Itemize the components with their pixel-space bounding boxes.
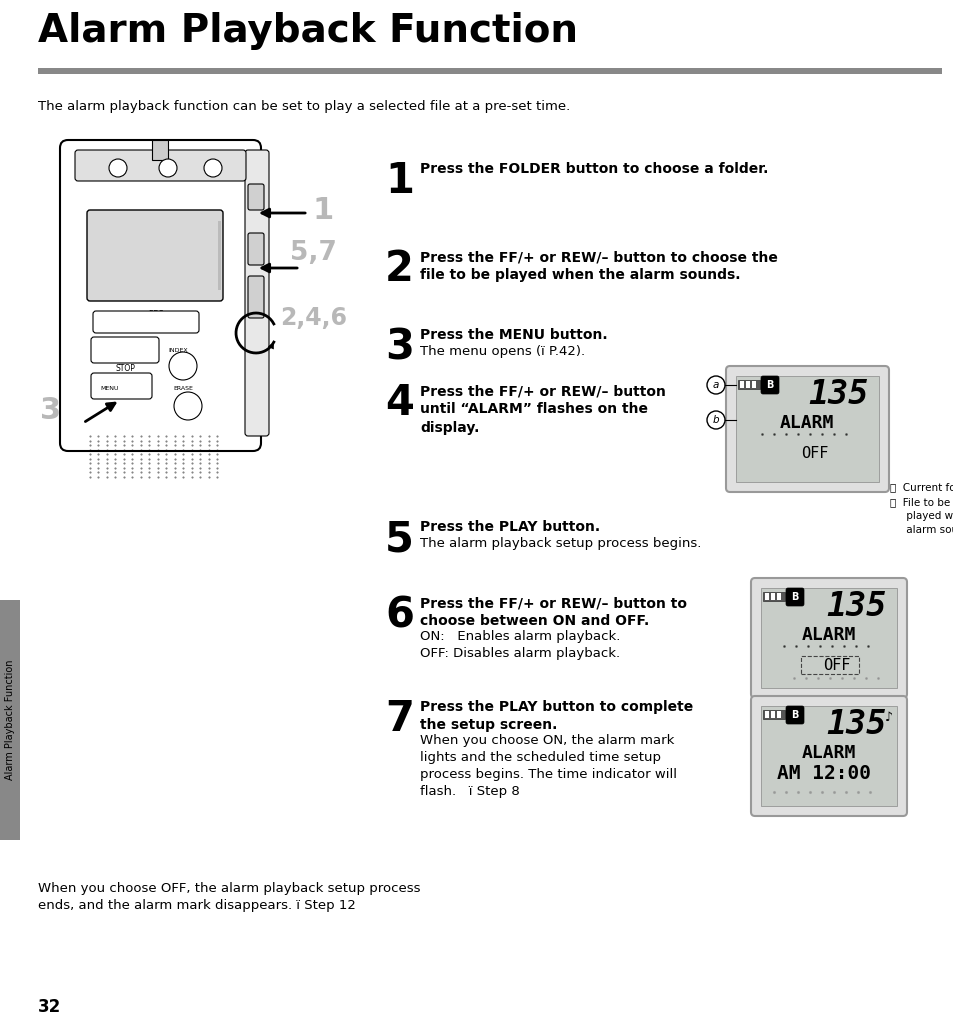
Text: 32: 32: [38, 998, 61, 1016]
Text: 4: 4: [385, 382, 414, 424]
Bar: [751, 381, 755, 388]
FancyBboxPatch shape: [91, 373, 152, 399]
Circle shape: [706, 376, 724, 394]
Bar: [152, 140, 168, 160]
Text: When you choose ON, the alarm mark
lights and the scheduled time setup
process b: When you choose ON, the alarm mark light…: [419, 734, 677, 798]
Text: OFF: OFF: [801, 446, 828, 461]
Text: Alarm Playback Function: Alarm Playback Function: [5, 660, 15, 780]
Text: Press the FOLDER button to choose a folder.: Press the FOLDER button to choose a fold…: [419, 162, 767, 176]
Bar: [801, 656, 858, 673]
FancyBboxPatch shape: [248, 184, 264, 210]
Bar: [740, 381, 743, 388]
Text: REC: REC: [148, 310, 164, 319]
Text: 7: 7: [385, 698, 414, 740]
Bar: [762, 710, 784, 719]
FancyBboxPatch shape: [245, 150, 269, 436]
Text: b: b: [712, 415, 719, 425]
Bar: [762, 592, 784, 601]
Text: ALARM: ALARM: [801, 626, 855, 644]
Text: OFF: OFF: [822, 658, 850, 673]
Text: 135: 135: [808, 378, 868, 411]
Text: ERASE: ERASE: [172, 386, 193, 391]
Text: ALARM: ALARM: [801, 744, 855, 762]
Bar: [735, 376, 878, 482]
Bar: [760, 588, 896, 688]
FancyBboxPatch shape: [248, 233, 264, 265]
Text: 1: 1: [313, 196, 334, 225]
FancyBboxPatch shape: [91, 337, 159, 363]
Text: 5: 5: [385, 518, 414, 560]
FancyBboxPatch shape: [248, 276, 264, 318]
Bar: [764, 711, 768, 718]
Text: 3: 3: [385, 326, 414, 368]
Bar: [745, 381, 749, 388]
FancyBboxPatch shape: [760, 376, 779, 394]
FancyBboxPatch shape: [725, 366, 888, 492]
Circle shape: [204, 159, 222, 177]
Text: 135: 135: [825, 708, 886, 741]
Text: 2,4,6: 2,4,6: [280, 306, 347, 330]
Bar: [776, 711, 781, 718]
FancyBboxPatch shape: [75, 150, 246, 181]
Text: INDEX: INDEX: [168, 349, 188, 353]
FancyBboxPatch shape: [92, 311, 199, 333]
Circle shape: [109, 159, 127, 177]
Text: B: B: [790, 710, 798, 721]
Text: 3: 3: [40, 396, 61, 424]
Text: AM 12:00: AM 12:00: [776, 764, 870, 783]
Text: a: a: [712, 380, 719, 390]
Text: Press the FF/+ or REW/– button to choose the
file to be played when the alarm so: Press the FF/+ or REW/– button to choose…: [419, 250, 777, 282]
Text: STOP: STOP: [115, 364, 134, 372]
Text: MENU: MENU: [101, 386, 119, 391]
FancyBboxPatch shape: [87, 210, 223, 301]
Bar: [776, 593, 781, 600]
Text: ALARM: ALARM: [779, 414, 833, 432]
FancyBboxPatch shape: [60, 140, 261, 451]
Text: ON:   Enables alarm playback.
OFF: Disables alarm playback.: ON: Enables alarm playback. OFF: Disable…: [419, 630, 619, 660]
FancyBboxPatch shape: [785, 706, 803, 724]
Text: The alarm playback function can be set to play a selected file at a pre-set time: The alarm playback function can be set t…: [38, 100, 570, 113]
Text: B: B: [765, 380, 773, 390]
Bar: [38, 68, 941, 74]
Bar: [764, 593, 768, 600]
Circle shape: [173, 392, 202, 420]
Text: ⓐ  Current folder: ⓐ Current folder: [889, 482, 953, 492]
Text: played when: played when: [889, 511, 953, 521]
Text: 2: 2: [385, 248, 414, 290]
Text: The alarm playback setup process begins.: The alarm playback setup process begins.: [419, 537, 700, 550]
Text: 5,7: 5,7: [290, 240, 336, 266]
Circle shape: [706, 411, 724, 429]
Text: 6: 6: [385, 594, 414, 636]
Text: ⓑ  File to be: ⓑ File to be: [889, 497, 949, 507]
Text: alarm sounds: alarm sounds: [889, 525, 953, 535]
Text: B: B: [790, 592, 798, 602]
Text: The menu opens (ї P.42).: The menu opens (ї P.42).: [419, 345, 584, 358]
Text: Press the PLAY button to complete
the setup screen.: Press the PLAY button to complete the se…: [419, 700, 693, 733]
Circle shape: [169, 352, 196, 380]
FancyBboxPatch shape: [750, 696, 906, 816]
Text: Press the MENU button.: Press the MENU button.: [419, 328, 607, 342]
Circle shape: [159, 159, 177, 177]
Text: Press the PLAY button.: Press the PLAY button.: [419, 520, 599, 535]
Text: Alarm Playback Function: Alarm Playback Function: [38, 12, 578, 50]
Bar: [770, 711, 774, 718]
Text: Press the FF/+ or REW/– button to
choose between ON and OFF.: Press the FF/+ or REW/– button to choose…: [419, 596, 686, 629]
Text: When you choose OFF, the alarm playback setup process
ends, and the alarm mark d: When you choose OFF, the alarm playback …: [38, 882, 420, 912]
Bar: [770, 593, 774, 600]
Bar: [760, 706, 896, 806]
Bar: [218, 221, 221, 290]
Text: 135: 135: [825, 590, 886, 623]
Bar: [0, 600, 20, 840]
Bar: [738, 380, 760, 389]
Text: ♪: ♪: [884, 711, 892, 724]
FancyBboxPatch shape: [785, 588, 803, 606]
FancyBboxPatch shape: [750, 578, 906, 698]
Text: 1: 1: [385, 160, 414, 202]
Text: Press the FF/+ or REW/– button
until “ALARM” flashes on the
display.: Press the FF/+ or REW/– button until “AL…: [419, 384, 665, 434]
